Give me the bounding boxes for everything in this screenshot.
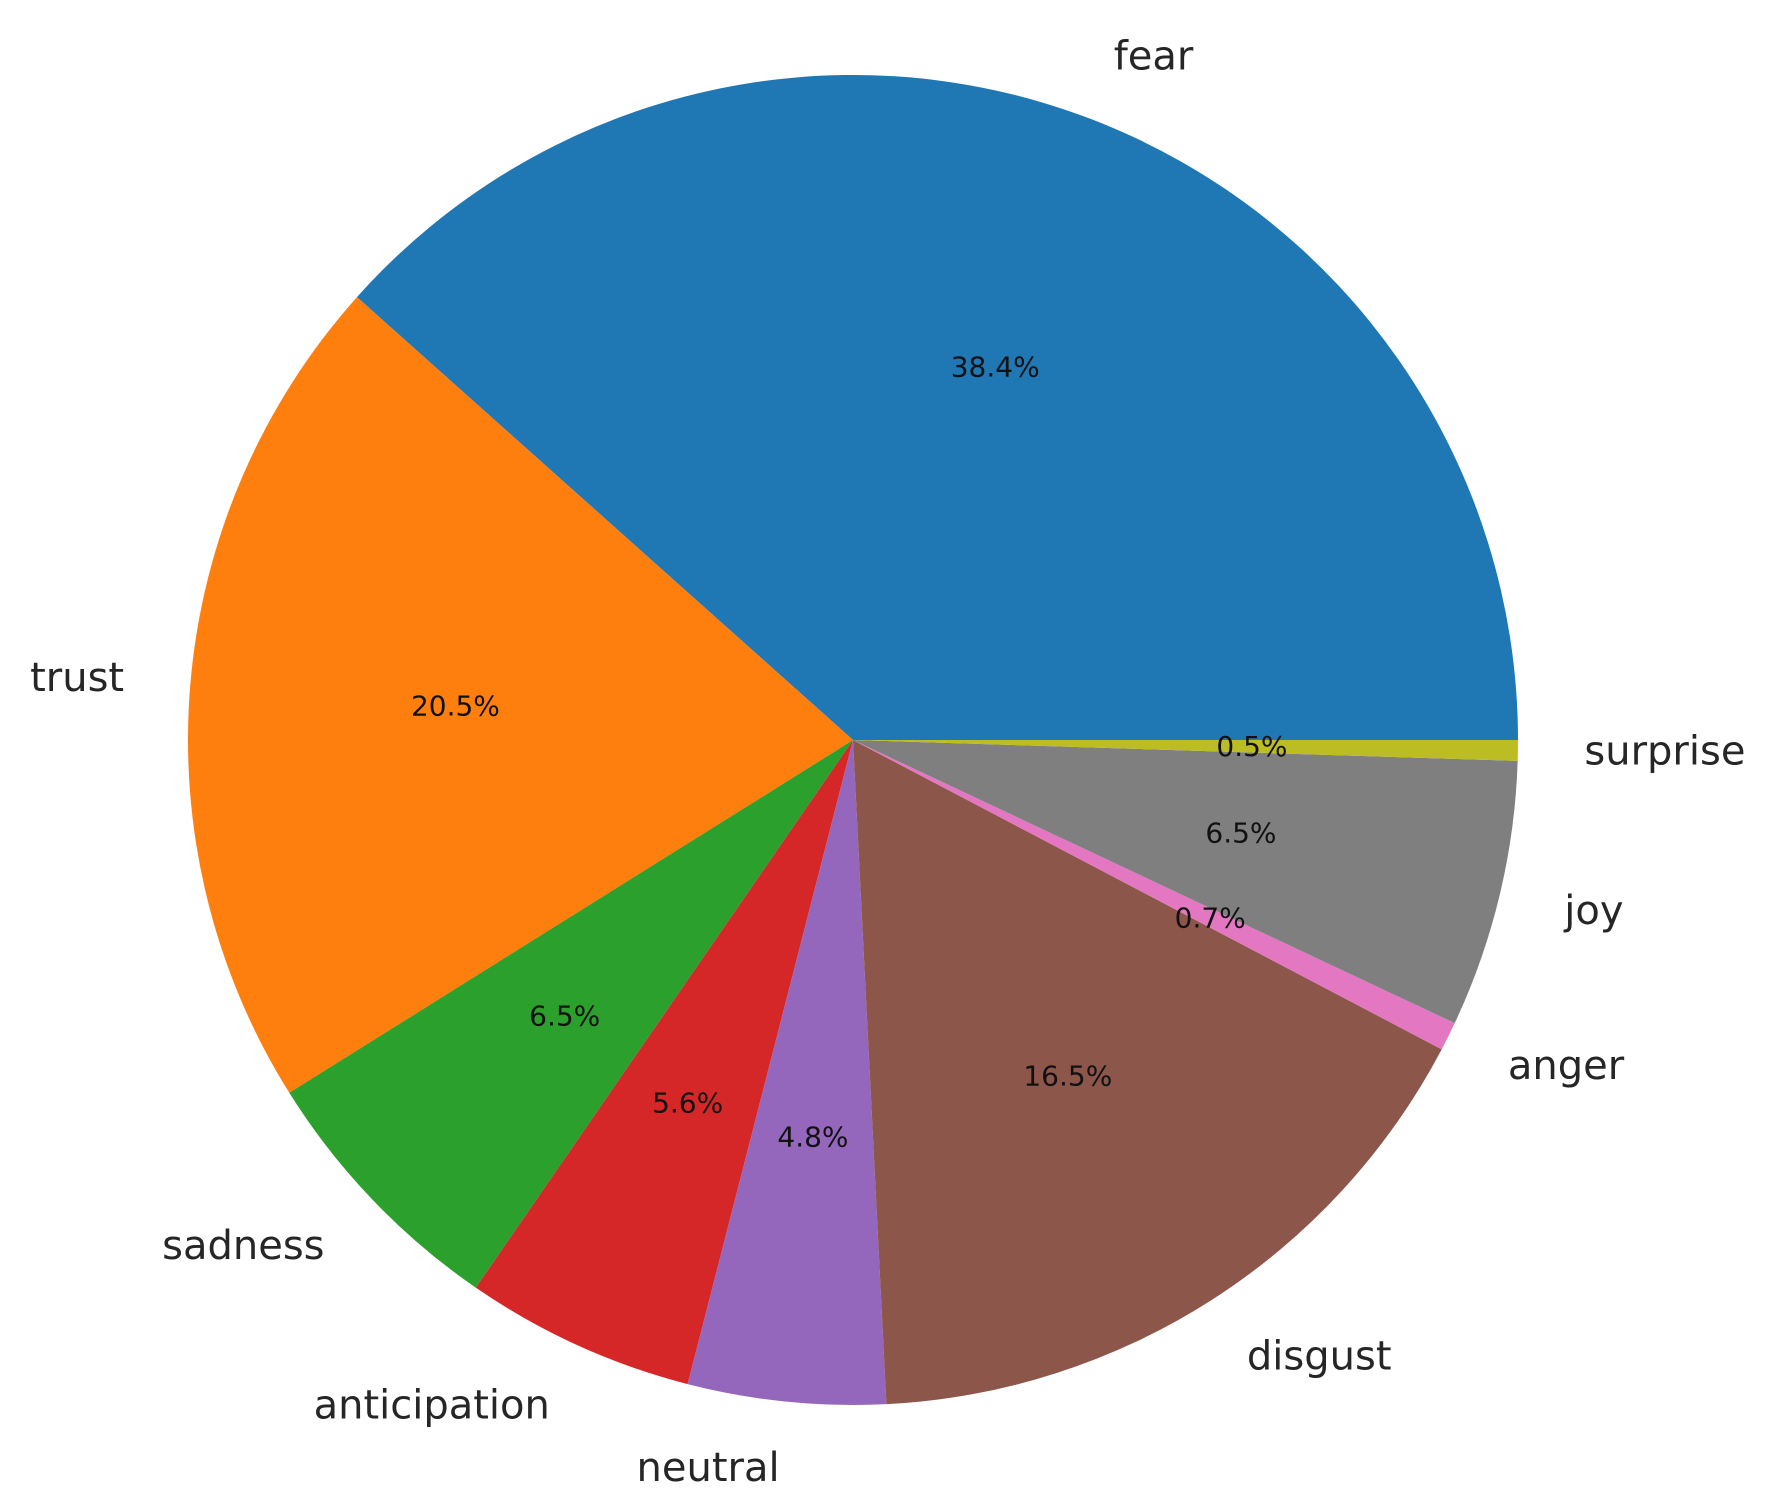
percent-label-surprise: 0.5% [1216, 730, 1287, 763]
category-label-anger: anger [1508, 1043, 1625, 1089]
percent-label-anger: 0.7% [1175, 901, 1246, 934]
category-label-trust: trust [30, 655, 124, 701]
category-label-disgust: disgust [1247, 1333, 1392, 1379]
percent-labels: 38.4% 20.5% 6.5% 5.6% 4.8% 16.5% 0.7% 6.5% 0.5% [411, 351, 1288, 1154]
pie-slice-fear [356, 74, 1519, 741]
percent-label-anticipation: 5.6% [652, 1087, 723, 1120]
pie-slices [187, 74, 1519, 1406]
category-label-fear: fear [1114, 34, 1194, 80]
category-label-surprise: surprise [1584, 728, 1745, 774]
percent-label-disgust: 16.5% [1023, 1060, 1112, 1093]
percent-label-neutral: 4.8% [777, 1120, 848, 1153]
category-label-neutral: neutral [637, 1445, 780, 1491]
pie-slice-surprise [853, 740, 1518, 761]
category-label-joy: joy [1563, 888, 1623, 934]
pie-slice-anger [853, 740, 1455, 1050]
percent-label-trust: 20.5% [411, 690, 500, 723]
percent-label-sadness: 6.5% [529, 999, 600, 1032]
pie-slice-neutral [687, 740, 887, 1406]
percent-label-joy: 6.5% [1205, 817, 1276, 850]
pie-slice-trust [187, 297, 854, 1093]
pie-slice-anticipation [475, 740, 853, 1385]
pie-slice-disgust [853, 740, 1442, 1405]
category-label-sadness: sadness [162, 1223, 324, 1269]
category-labels: fear trust sadness anticipation neutral disgu… [30, 34, 1745, 1491]
category-label-anticipation: anticipation [314, 1383, 550, 1429]
pie-slice-sadness [289, 740, 853, 1288]
pie-slice-joy [853, 740, 1518, 1024]
percent-label-fear: 38.4% [951, 351, 1040, 384]
